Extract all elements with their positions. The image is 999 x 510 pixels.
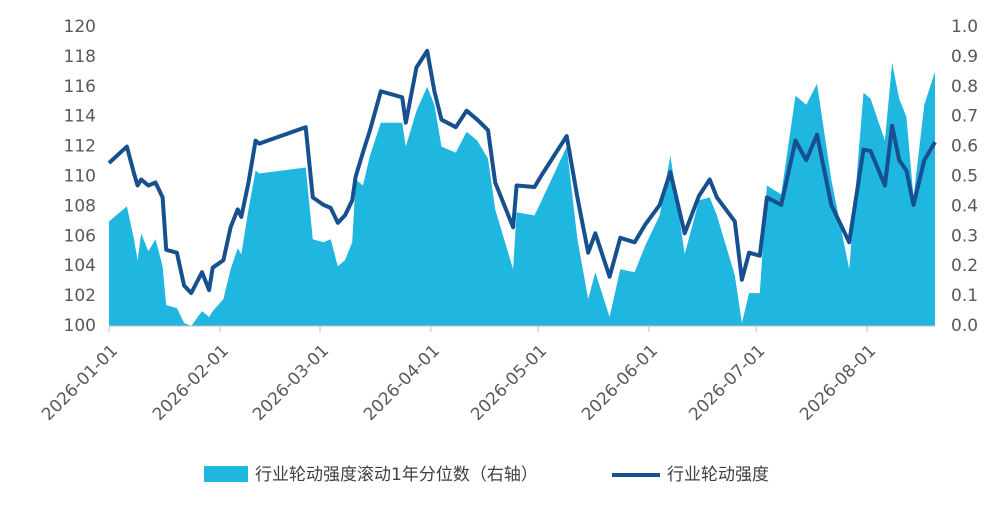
y2-tick-label: 1.0 bbox=[951, 17, 978, 37]
y-tick-label: 102 bbox=[64, 286, 96, 306]
y-tick-label: 118 bbox=[64, 47, 96, 67]
x-tick-label: 2026-04-01 bbox=[360, 341, 444, 425]
y2-tick-label: 0.1 bbox=[951, 286, 978, 306]
y-tick-label: 116 bbox=[64, 77, 96, 97]
y2-tick-label: 0.7 bbox=[951, 107, 978, 127]
x-tick-label: 2026-03-01 bbox=[249, 341, 333, 425]
y2-tick-label: 0.6 bbox=[951, 137, 978, 157]
y-tick-label: 100 bbox=[64, 316, 96, 336]
x-tick-label: 2026-01-01 bbox=[38, 341, 122, 425]
y-tick-label: 120 bbox=[64, 17, 96, 37]
y-tick-label: 108 bbox=[64, 196, 96, 216]
y-tick-label: 104 bbox=[64, 256, 96, 276]
legend-swatch bbox=[204, 466, 248, 482]
y-tick-label: 112 bbox=[64, 137, 96, 157]
y2-tick-label: 0.4 bbox=[951, 196, 978, 216]
y2-tick-label: 0.5 bbox=[951, 167, 978, 187]
x-tick-label: 2026-06-01 bbox=[578, 341, 662, 425]
x-tick-label: 2026-02-01 bbox=[149, 341, 233, 425]
y-tick-label: 106 bbox=[64, 226, 96, 246]
legend-label: 行业轮动强度滚动1年分位数（右轴） bbox=[255, 465, 538, 485]
y-tick-label: 114 bbox=[64, 107, 96, 127]
y2-tick-label: 0.0 bbox=[951, 316, 978, 336]
y2-tick-label: 0.3 bbox=[951, 226, 978, 246]
y-tick-label: 110 bbox=[64, 167, 96, 187]
y2-tick-label: 0.9 bbox=[951, 47, 978, 67]
x-tick-label: 2026-08-01 bbox=[796, 341, 880, 425]
line bbox=[107, 48, 937, 296]
area bbox=[109, 62, 935, 327]
legend-label: 行业轮动强度 bbox=[667, 465, 769, 485]
y2-tick-label: 0.8 bbox=[951, 77, 978, 97]
x-tick-label: 2026-05-01 bbox=[467, 341, 551, 425]
x-tick-label: 2026-07-01 bbox=[685, 341, 769, 425]
y2-tick-label: 0.2 bbox=[951, 256, 978, 276]
